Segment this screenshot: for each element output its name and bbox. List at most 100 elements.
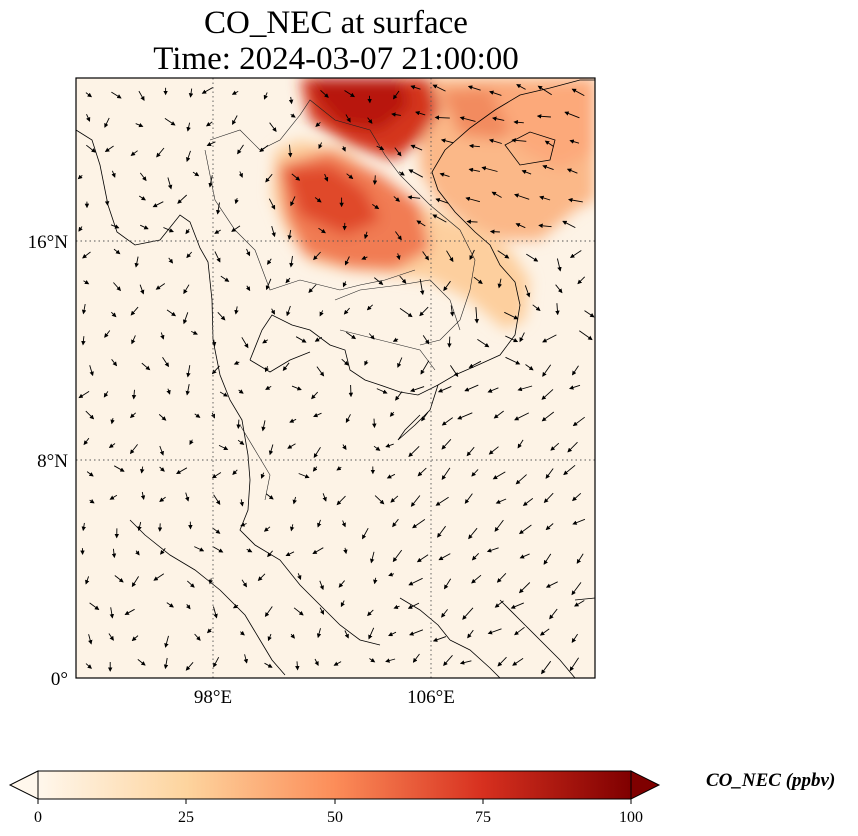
wind-arrow [345,414,351,423]
wind-arrow [183,284,190,295]
wind-arrow [212,527,221,534]
wind-arrow [186,122,191,132]
wind-arrow [220,275,230,282]
wind-arrow [519,332,525,343]
wind-arrow [412,519,426,529]
wind-arrow [471,574,482,584]
wind-arrow [212,606,218,619]
wind-arrow [571,582,582,596]
wind-arrow [361,255,368,260]
wind-arrow [443,280,451,292]
wind-arrow [141,362,151,371]
wind-arrow [473,276,483,285]
wind-arrow [131,635,139,642]
wind-arrow [315,121,321,128]
wind-arrow [185,228,190,235]
wind-arrow [419,279,425,296]
wind-arrow [308,284,317,293]
colorbar-extend-max [630,770,661,800]
wind-arrow [569,250,582,258]
wind-arrow [338,580,345,588]
coastlines [76,79,595,678]
wind-arrow [266,258,272,265]
wind-arrow [286,305,291,317]
wind-arrow [569,384,581,390]
wind-arrow [108,443,116,449]
wind-arrow [289,418,297,423]
wind-arrow [399,308,413,318]
colorbar-extend-min [8,770,39,800]
wind-arrow [290,196,296,207]
wind-arrow [466,219,478,224]
wind-arrow [81,336,86,346]
wind-arrow [282,362,290,372]
wind-arrow [407,602,420,609]
wind-arrow [320,89,329,98]
wind-arrow [376,388,388,394]
wind-arrow [160,332,165,340]
wind-arrow [410,386,425,393]
wind-arrow [166,309,177,317]
wind-arrow [542,164,554,171]
wind-arrow [465,196,481,203]
wind-arrow [572,492,582,502]
wind-arrow [495,498,507,504]
wind-arrow [213,546,224,553]
wind-arrow [78,226,83,232]
wind-arrow [341,358,349,366]
wind-arrow [85,663,92,669]
wind-arrow [240,522,247,527]
wind-arrow [391,112,401,117]
wind-arrow [159,445,164,456]
wind-arrow [140,466,145,474]
wind-arrow [322,493,327,502]
wind-arrow [410,144,423,151]
wind-arrow [373,445,381,451]
wind-arrow [288,96,294,105]
wind-arrow [393,604,400,610]
lat-tick-0: 0° [51,669,68,690]
wind-arrow [191,330,198,335]
wind-arrow [389,411,395,417]
wind-arrow [239,499,244,507]
wind-arrow [510,602,524,609]
wind-arrow [481,166,498,172]
wind-arrow [422,335,430,345]
wind-arrow [488,138,502,144]
wind-arrow [369,551,375,564]
wind-arrow [416,220,426,227]
wind-arrow [487,387,499,393]
wind-arrow [129,444,138,455]
wind-arrow [155,283,166,290]
wind-arrow [113,282,121,292]
wind-arrow [516,84,526,90]
wind-arrow [410,495,421,507]
wind-arrow [211,472,222,479]
wind-arrow [271,225,276,238]
lon-tick-106e: 106°E [407,687,455,708]
wind-arrow [313,251,321,261]
wind-arrow [219,391,228,397]
wind-arrow [543,553,552,565]
wind-arrow [218,444,229,450]
wind-arrow [345,114,351,123]
wind-arrow [85,576,90,585]
wind-arrow [243,654,249,664]
wind-arrow [293,607,304,616]
colorbar-gradient [37,770,632,800]
wind-arrow [152,201,164,208]
colorbar-tick-0: 0 [34,809,42,826]
wind-arrow [153,573,165,581]
wind-arrow [88,634,93,645]
wind-arrow [342,281,347,288]
wind-arrow [432,214,447,223]
wind-arrow [208,578,214,585]
wind-arrow [525,364,534,371]
wind-arrow [366,304,374,311]
wind-arrow [336,466,342,471]
plot-frame [75,77,596,679]
wind-arrow [368,333,375,340]
wind-arrow [336,495,346,506]
wind-arrow [572,416,585,427]
wind-arrow [489,229,500,234]
